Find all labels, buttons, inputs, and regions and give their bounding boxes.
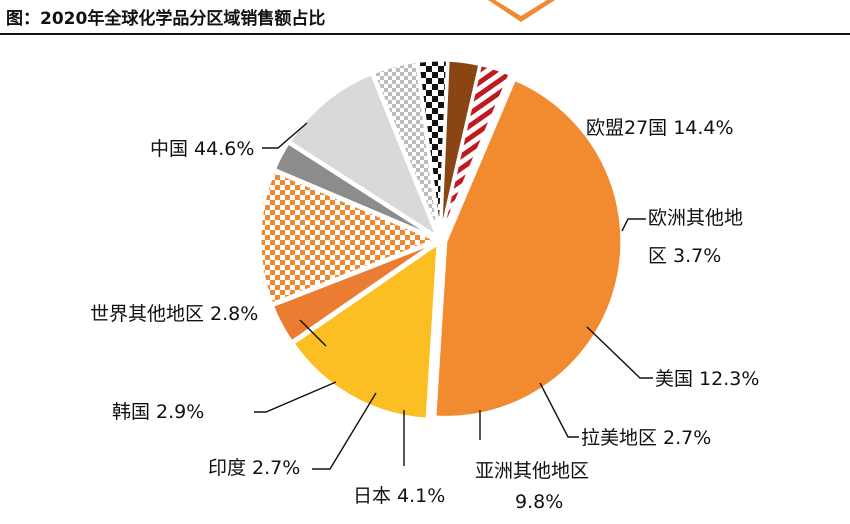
pie-slice-2 bbox=[291, 240, 440, 421]
pie-slice-3 bbox=[270, 240, 438, 344]
page-title: 图：2020年全球化学品分区域销售额占比 bbox=[6, 9, 326, 29]
slice-label-10: 世界其他地区 2.8% bbox=[90, 303, 258, 325]
pie-slice-1 bbox=[433, 77, 624, 419]
slice-label-9: 韩国 2.9% bbox=[112, 401, 204, 423]
leader-line-3 bbox=[621, 218, 646, 232]
slice-label-4: 美国 12.3% bbox=[655, 368, 759, 390]
pie-slice-4 bbox=[258, 169, 440, 306]
leader-line-4 bbox=[586, 326, 653, 379]
slice-label-7: 日本 4.1% bbox=[353, 485, 445, 507]
leader-line-1 bbox=[262, 122, 308, 149]
leader-line-5 bbox=[539, 382, 579, 438]
leader-line-10 bbox=[299, 319, 327, 347]
leader-line-9 bbox=[254, 381, 337, 413]
slice-label-3-line-1: 欧洲其他地 bbox=[648, 207, 743, 229]
header-decoration bbox=[488, 0, 555, 22]
pie-slice-10 bbox=[439, 62, 512, 237]
title-divider bbox=[0, 33, 850, 35]
slice-label-1: 中国 44.6% bbox=[150, 138, 254, 160]
slice-label-2: 欧盟27国 14.4% bbox=[586, 117, 734, 139]
pie-slice-6 bbox=[287, 71, 441, 241]
leader-line-8 bbox=[312, 392, 377, 470]
slice-label-6-line-1: 亚洲其他地区 bbox=[475, 460, 589, 482]
pie-slice-5 bbox=[272, 140, 438, 240]
slice-label-3-line-2: 区 3.7% bbox=[648, 245, 721, 267]
slice-label-8: 印度 2.7% bbox=[208, 457, 300, 479]
slice-label-5: 拉美地区 2.7% bbox=[581, 427, 711, 449]
slice-label-6-line-2: 9.8% bbox=[515, 491, 563, 513]
